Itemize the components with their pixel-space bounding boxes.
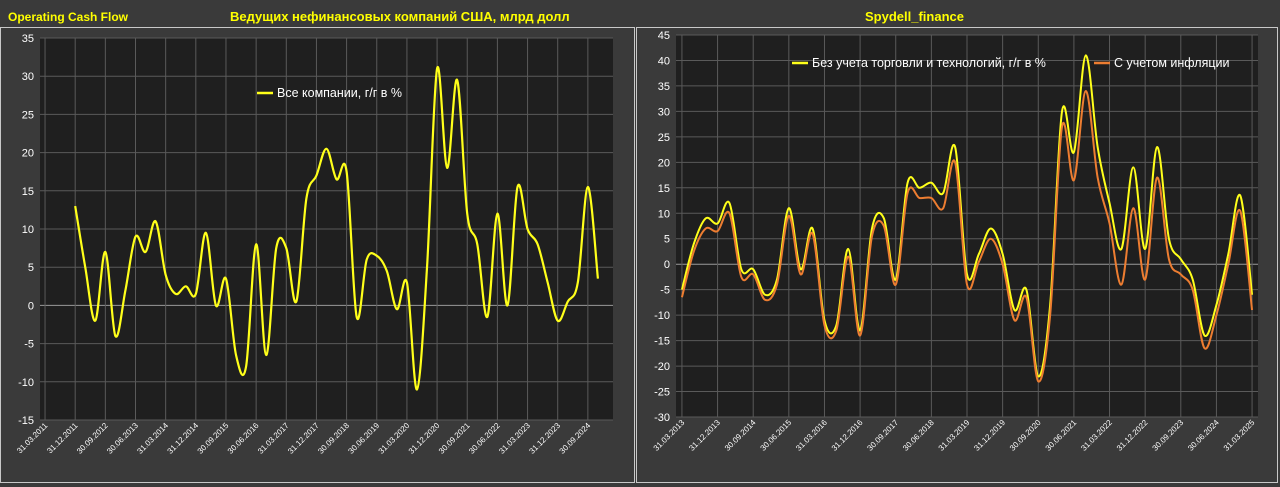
chart1-y-tick-label: 30 — [22, 71, 34, 83]
chart1-series-1 — [74, 65, 600, 391]
chart2-x-tick-label: 30.09.2017 — [865, 418, 900, 453]
chart2-y-tick-label: 5 — [664, 234, 670, 246]
chart2-x-tick-label: 30.09.2023 — [1151, 418, 1186, 453]
chart2-y-tick-label: -15 — [654, 336, 670, 348]
left-chart: -15-10-50510152025303531.03.201131.12.20… — [0, 27, 635, 483]
chart1-y-tick-label: 15 — [22, 186, 34, 198]
chart1-y-tick-label: -5 — [24, 339, 34, 351]
chart2-y-tick-label: 40 — [658, 55, 670, 67]
chart2-y-tick-label: 15 — [658, 183, 670, 195]
chart2-x-tick-label: 30.06.2021 — [1044, 418, 1079, 453]
left-panel-tag: Operating Cash Flow — [8, 10, 129, 24]
chart2-y-tick-label: -30 — [654, 412, 670, 424]
chart2-y-tick-label: 45 — [658, 30, 670, 42]
chart1-y-tick-label: 25 — [22, 109, 34, 121]
chart2-series-1 — [680, 54, 1254, 378]
chart2-y-tick-label: 0 — [664, 259, 670, 271]
chart2-x-tick-label: 30.06.2024 — [1186, 418, 1221, 453]
chart2-x-tick-label: 31.03.2022 — [1079, 418, 1114, 453]
chart2-y-tick-label: 10 — [658, 208, 670, 220]
chart1-y-tick-label: 20 — [22, 148, 34, 160]
chart2-y-tick-label: 25 — [658, 132, 670, 144]
chart1-y-tick-label: 5 — [28, 262, 34, 274]
chart2-x-tick-label: 30.06.2018 — [901, 418, 936, 453]
chart2-legend-label: Без учета торговли и технологий, г/г в % — [812, 56, 1046, 70]
chart1-y-tick-label: 0 — [28, 300, 34, 312]
chart2-series-2 — [680, 90, 1254, 383]
chart2-y-tick-label: 35 — [658, 81, 670, 93]
chart2-y-tick-label: -25 — [654, 387, 670, 399]
chart2-x-tick-label: 31.12.2019 — [972, 418, 1007, 453]
chart2-x-tick-label: 31.12.2016 — [830, 418, 865, 453]
chart2-x-tick-label: 30.09.2020 — [1008, 418, 1043, 453]
chart2-series-2-line — [680, 90, 1254, 383]
chart2-x-tick-label: 30.09.2014 — [723, 418, 758, 453]
chart2-panel-frame — [636, 27, 1278, 483]
chart2-y-tick-label: -5 — [660, 285, 670, 297]
chart2-x-tick-label: 31.03.2025 — [1222, 418, 1257, 453]
chart2-y-tick-label: -10 — [654, 310, 670, 322]
chart2-x-tick-label: 30.06.2015 — [759, 418, 794, 453]
chart2-y-tick-label: 30 — [658, 106, 670, 118]
chart2-x-tick-label: 31.03.2016 — [794, 418, 829, 453]
left-chart-title: Ведущих нефинансовых компаний США, млрд … — [230, 9, 570, 24]
chart2-x-tick-label: 31.03.2019 — [937, 418, 972, 453]
chart1-y-tick-label: -15 — [18, 415, 34, 427]
chart2-x-tick-label: 31.12.2022 — [1115, 418, 1150, 453]
chart1-y-tick-label: 35 — [22, 33, 34, 45]
chart1-panel-frame — [0, 27, 635, 483]
chart2-series-1-line — [680, 54, 1254, 378]
chart2-y-tick-label: -20 — [654, 361, 670, 373]
chart1-y-tick-label: -10 — [18, 377, 34, 389]
chart2-legend-label: С учетом инфляции — [1114, 56, 1230, 70]
chart1-legend-label: Все компании, г/г в % — [277, 86, 402, 100]
right-chart-title: Spydell_finance — [865, 9, 964, 24]
chart2-x-tick-label: 31.12.2013 — [687, 418, 722, 453]
chart2-y-tick-label: 20 — [658, 157, 670, 169]
chart1-y-tick-label: 10 — [22, 224, 34, 236]
